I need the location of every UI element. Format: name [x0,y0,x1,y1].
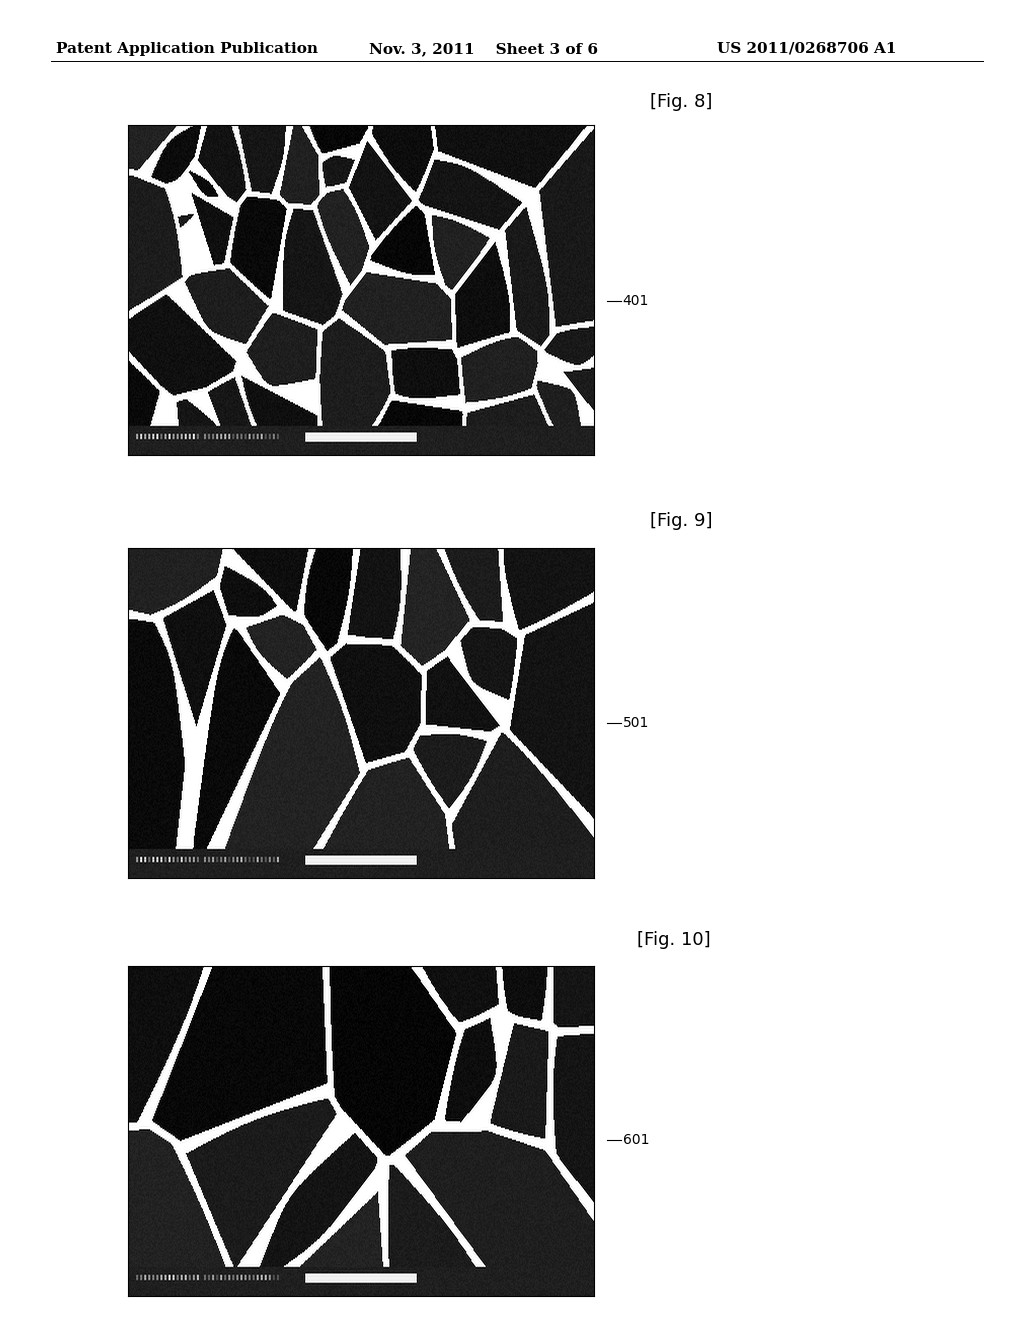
Text: Nov. 3, 2011    Sheet 3 of 6: Nov. 3, 2011 Sheet 3 of 6 [369,42,598,55]
Text: Patent Application Publication: Patent Application Publication [56,42,318,55]
Text: 601: 601 [623,1134,649,1147]
Text: 600: 600 [453,966,479,981]
Text: 401: 401 [623,294,649,308]
Text: [Fig. 8]: [Fig. 8] [650,92,713,111]
Text: US 2011/0268706 A1: US 2011/0268706 A1 [717,42,896,55]
Text: [Fig. 9]: [Fig. 9] [650,512,713,531]
Text: [Fig. 10]: [Fig. 10] [637,931,711,949]
Text: 501: 501 [623,717,649,730]
Text: 400: 400 [453,128,479,143]
Text: 500: 500 [453,548,479,562]
